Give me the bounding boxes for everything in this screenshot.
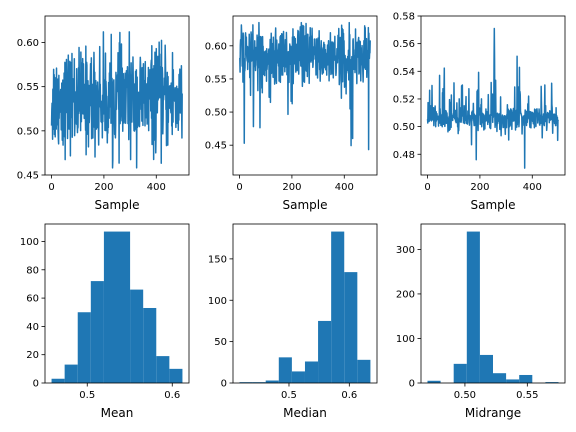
y-tick-label: 0.60 (17, 38, 39, 49)
x-tick-label: 0.50 (454, 390, 476, 401)
axes-frame (232, 223, 378, 384)
y-tick-label: 50 (214, 337, 227, 348)
axes-frame (232, 15, 378, 176)
histogram-bar (545, 382, 559, 383)
x-axis-label: Mean (101, 406, 134, 420)
histogram-bar (143, 307, 157, 383)
x-tick-label: 200 (470, 182, 489, 193)
sample-trace-line (238, 21, 371, 151)
subplot-2: 0 200 400 0.45 0.50 0.55 0.60 Sample (205, 15, 378, 212)
y-tick-label: 0.45 (17, 171, 39, 182)
histogram-bar (344, 272, 358, 383)
histogram-bar (64, 364, 78, 383)
y-tick-label: 0 (409, 379, 415, 390)
y-tick-label: 60 (26, 294, 39, 305)
histogram-bar (156, 356, 170, 383)
y-tick-label: 0.55 (205, 74, 227, 85)
y-tick-label: 0.50 (17, 126, 39, 137)
subplot-1: 0 200 400 0.45 0.50 0.55 0.60 Sample (17, 15, 190, 212)
histogram-bar (117, 231, 131, 383)
y-tick-label: 0.50 (205, 108, 227, 119)
y-tick-label: 0.55 (17, 82, 39, 93)
sample-trace-line (426, 27, 559, 169)
x-tick-label: 0.5 (79, 390, 95, 401)
y-tick-label: 0.56 (393, 39, 415, 50)
x-tick-label: 0.55 (516, 390, 538, 401)
y-tick-label: 100 (396, 334, 415, 345)
histogram-bar (265, 380, 279, 383)
histogram-bar (169, 368, 183, 383)
histogram-bar (291, 371, 305, 383)
x-tick-label: 0.6 (341, 390, 357, 401)
y-tick-label: 0 (33, 379, 39, 390)
y-tick-label: 300 (396, 245, 415, 256)
axes-frame (44, 15, 190, 176)
subplot-6: 0.50 0.55 0 100 200 300 Midrange (396, 223, 566, 420)
x-axis-label: Midrange (465, 406, 521, 420)
subplot-5: 0.5 0.6 0 50 100 150 Median (208, 223, 378, 420)
x-tick-label: 400 (147, 182, 166, 193)
sample-trace-line (50, 31, 183, 169)
histogram-bar (130, 289, 144, 383)
axes-frame (44, 223, 190, 384)
histogram-bar (466, 231, 480, 383)
y-tick-label: 0 (221, 379, 227, 390)
y-tick-label: 20 (26, 350, 39, 361)
histogram-bar (77, 312, 91, 383)
y-tick-label: 100 (208, 296, 227, 307)
histogram-bar (278, 357, 292, 383)
x-tick-label: 200 (282, 182, 301, 193)
subplot-4: 0.5 0.6 0 20 40 60 80 100 Mean (20, 223, 190, 420)
y-tick-label: 0.58 (393, 12, 415, 23)
x-tick-label: 0.6 (164, 390, 180, 401)
histogram-bar (51, 378, 65, 383)
x-tick-label: 0 (48, 182, 54, 193)
histogram-bar (453, 363, 467, 383)
histogram-bar (90, 281, 104, 383)
y-tick-label: 0.54 (393, 67, 415, 78)
histogram-bar (479, 354, 493, 383)
y-tick-label: 0.60 (205, 41, 227, 52)
x-tick-label: 0.5 (281, 390, 297, 401)
histogram-bar (304, 361, 319, 383)
y-tick-label: 150 (208, 254, 227, 265)
x-tick-label: 400 (523, 182, 542, 193)
y-tick-label: 0.50 (393, 122, 415, 133)
subplot-3: 0 200 400 0.48 0.50 0.52 0.54 0.56 0.58 Sample (393, 12, 566, 212)
y-tick-label: 200 (396, 289, 415, 300)
x-axis-label: Sample (95, 198, 140, 212)
y-tick-label: 0.45 (205, 141, 227, 152)
histogram-bar (331, 231, 345, 383)
x-axis-label: Sample (283, 198, 328, 212)
x-axis-label: Sample (471, 198, 516, 212)
histogram-bar (519, 374, 533, 383)
y-tick-label: 100 (20, 237, 39, 248)
axes-frame (420, 15, 566, 176)
histogram-bar (318, 320, 332, 383)
histogram-bar (357, 359, 371, 383)
x-tick-label: 0 (424, 182, 430, 193)
histogram-bar (252, 382, 266, 383)
histogram-bar (239, 382, 253, 383)
x-axis-label: Median (283, 406, 327, 420)
y-tick-label: 40 (26, 322, 39, 333)
axes-frame (420, 223, 566, 384)
histogram-bar (103, 231, 117, 383)
histogram-bar (427, 380, 441, 383)
y-tick-label: 80 (26, 265, 39, 276)
x-tick-label: 400 (335, 182, 354, 193)
x-tick-label: 200 (94, 182, 113, 193)
y-tick-label: 0.48 (393, 150, 415, 161)
y-tick-label: 0.52 (393, 94, 415, 105)
histogram-bar (506, 379, 520, 383)
histogram-bar (493, 373, 507, 383)
x-tick-label: 0 (236, 182, 242, 193)
